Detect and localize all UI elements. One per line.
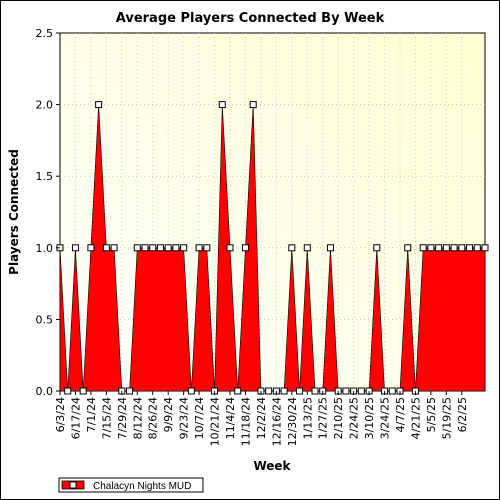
y-tick-label: 0.0 bbox=[36, 385, 54, 398]
x-tick-label: 1/27/25 bbox=[317, 397, 330, 439]
data-point bbox=[126, 387, 134, 395]
x-tick-label: 10/21/24 bbox=[209, 397, 222, 446]
data-point bbox=[458, 244, 466, 252]
data-point bbox=[296, 387, 304, 395]
x-tick-label: 7/29/24 bbox=[116, 397, 129, 439]
data-point bbox=[373, 244, 381, 252]
x-tick-label: 8/12/24 bbox=[131, 397, 144, 439]
data-point bbox=[195, 244, 203, 252]
legend-box bbox=[58, 477, 204, 493]
x-tick-label: 2/24/25 bbox=[348, 397, 361, 439]
data-point bbox=[180, 244, 188, 252]
x-tick-label: 8/26/24 bbox=[147, 397, 160, 439]
x-tick-label: 7/1/24 bbox=[85, 397, 98, 432]
data-point bbox=[234, 387, 242, 395]
data-point bbox=[172, 244, 180, 252]
data-point bbox=[450, 244, 458, 252]
data-point bbox=[435, 244, 443, 252]
data-point bbox=[404, 244, 412, 252]
x-tick-label: 3/24/25 bbox=[379, 397, 392, 439]
x-tick-label: 9/9/24 bbox=[162, 397, 175, 432]
x-tick-label: 10/7/24 bbox=[193, 397, 206, 439]
data-point bbox=[95, 101, 103, 109]
x-tick-label: 11/4/24 bbox=[224, 397, 237, 439]
data-point bbox=[303, 244, 311, 252]
legend-marker bbox=[69, 481, 77, 489]
x-tick-label: 11/18/24 bbox=[239, 397, 252, 446]
data-point bbox=[311, 387, 319, 395]
chart-title: Average Players Connected By Week bbox=[116, 11, 385, 26]
data-point bbox=[87, 244, 95, 252]
x-tick-label: 4/7/25 bbox=[394, 397, 407, 432]
data-point bbox=[164, 244, 172, 252]
data-point bbox=[249, 101, 257, 109]
data-point bbox=[442, 244, 450, 252]
data-point bbox=[473, 244, 481, 252]
data-point bbox=[110, 244, 118, 252]
data-point bbox=[149, 244, 157, 252]
data-point bbox=[342, 387, 350, 395]
data-point bbox=[357, 387, 365, 395]
data-point bbox=[218, 101, 226, 109]
x-tick-label: 3/10/25 bbox=[363, 397, 376, 439]
legend: Chalacyn Nights MUD bbox=[58, 477, 204, 493]
x-tick-label: 6/2/25 bbox=[456, 397, 469, 432]
x-tick-label: 12/16/24 bbox=[270, 397, 283, 446]
x-tick-label: 6/3/24 bbox=[54, 397, 67, 432]
data-point bbox=[265, 387, 273, 395]
x-tick-label: 9/23/24 bbox=[178, 397, 191, 439]
data-point bbox=[133, 244, 141, 252]
data-point bbox=[427, 244, 435, 252]
data-point bbox=[187, 387, 195, 395]
data-point bbox=[141, 244, 149, 252]
data-point bbox=[226, 244, 234, 252]
x-tick-label: 5/5/25 bbox=[425, 397, 438, 432]
data-point bbox=[79, 387, 87, 395]
data-point bbox=[203, 244, 211, 252]
data-point bbox=[241, 244, 249, 252]
y-tick-label: 2.0 bbox=[36, 99, 54, 112]
x-axis-label: Week bbox=[253, 459, 291, 473]
gridlines bbox=[60, 33, 485, 391]
y-tick-label: 1.0 bbox=[36, 242, 54, 255]
x-axis-ticks: 6/3/24 6/17/24 7/1/24 7/15/24 7/29/24 8/12/24… bbox=[54, 391, 469, 446]
x-tick-label: 1/13/25 bbox=[301, 397, 314, 439]
x-tick-label: 5/19/25 bbox=[440, 397, 453, 439]
data-point bbox=[102, 244, 110, 252]
y-axis-ticks: 0.0 0.5 1.0 1.5 2.0 2.5 bbox=[36, 27, 60, 398]
series-markers bbox=[56, 101, 489, 395]
x-tick-label: 6/17/24 bbox=[69, 397, 82, 439]
x-tick-label: 7/15/24 bbox=[100, 397, 113, 439]
x-tick-label: 4/21/25 bbox=[409, 397, 422, 439]
data-point bbox=[288, 244, 296, 252]
data-point bbox=[64, 387, 72, 395]
data-point bbox=[326, 244, 334, 252]
x-tick-label: 12/2/24 bbox=[255, 397, 268, 439]
data-point bbox=[388, 387, 396, 395]
data-point bbox=[466, 244, 474, 252]
data-point bbox=[71, 244, 79, 252]
legend-label: Chalacyn Nights MUD bbox=[93, 481, 191, 492]
y-tick-label: 2.5 bbox=[36, 27, 54, 40]
data-point bbox=[280, 387, 288, 395]
y-tick-label: 0.5 bbox=[36, 313, 54, 326]
plot-area bbox=[59, 32, 486, 392]
data-point bbox=[156, 244, 164, 252]
y-tick-label: 1.5 bbox=[36, 170, 54, 183]
data-point bbox=[419, 244, 427, 252]
x-tick-label: 2/10/25 bbox=[332, 397, 345, 439]
x-tick-label: 12/30/24 bbox=[286, 397, 299, 446]
y-axis-label: Players Connected bbox=[7, 149, 21, 275]
data-point bbox=[481, 244, 489, 252]
